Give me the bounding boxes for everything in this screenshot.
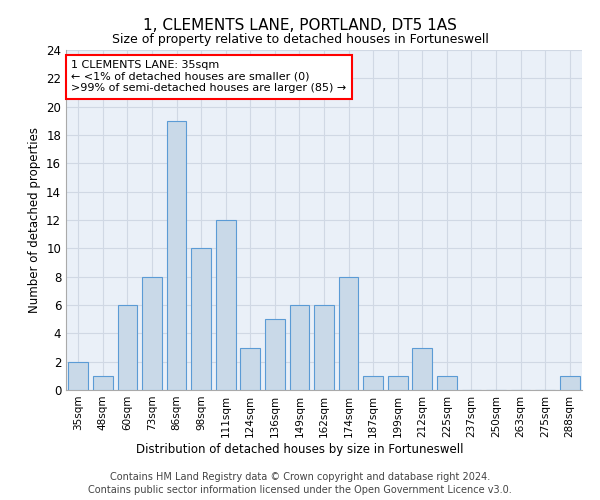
Bar (437, 376, 457, 390)
Bar (265, 319, 284, 390)
Text: Contains public sector information licensed under the Open Government Licence v3: Contains public sector information licen… (88, 485, 512, 495)
Bar (167, 121, 187, 390)
Text: Contains HM Land Registry data © Crown copyright and database right 2024.: Contains HM Land Registry data © Crown c… (110, 472, 490, 482)
Bar (388, 376, 407, 390)
Bar (314, 305, 334, 390)
Bar (93, 376, 113, 390)
Text: Distribution of detached houses by size in Fortuneswell: Distribution of detached houses by size … (136, 442, 464, 456)
Bar (339, 276, 358, 390)
Y-axis label: Number of detached properties: Number of detached properties (28, 127, 41, 313)
Text: 1, CLEMENTS LANE, PORTLAND, DT5 1AS: 1, CLEMENTS LANE, PORTLAND, DT5 1AS (143, 18, 457, 32)
Bar (191, 248, 211, 390)
Bar (216, 220, 236, 390)
Bar (364, 376, 383, 390)
Bar (68, 362, 88, 390)
Bar (142, 276, 162, 390)
Bar (118, 305, 137, 390)
Bar (241, 348, 260, 390)
Bar (412, 348, 432, 390)
Bar (560, 376, 580, 390)
Text: Size of property relative to detached houses in Fortuneswell: Size of property relative to detached ho… (112, 32, 488, 46)
Text: 1 CLEMENTS LANE: 35sqm
← <1% of detached houses are smaller (0)
>99% of semi-det: 1 CLEMENTS LANE: 35sqm ← <1% of detached… (71, 60, 346, 94)
Bar (290, 305, 309, 390)
